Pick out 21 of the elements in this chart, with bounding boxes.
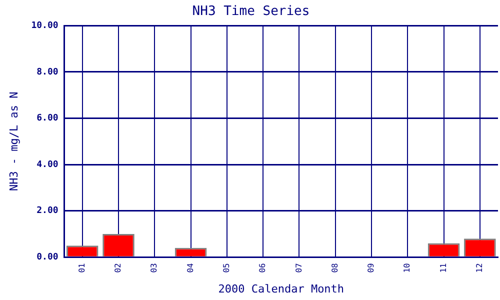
x-tick-label: 01 (77, 262, 86, 273)
x-tick-label: 08 (330, 262, 340, 273)
y-axis-title: NH3 - mg/L as N (7, 92, 20, 192)
x-axis-title: 2000 Calendar Month (218, 282, 344, 296)
y-tick-label: 2.00 (36, 206, 58, 216)
x-tick-label: 05 (222, 262, 232, 273)
x-tick-label: 11 (438, 262, 448, 273)
y-tick-label: 4.00 (36, 160, 58, 170)
y-tick-label: 8.00 (36, 67, 58, 78)
x-tick-label: 09 (366, 262, 376, 273)
x-tick-label: 12 (475, 262, 484, 273)
y-tick-label: 10.00 (31, 20, 58, 31)
y-tick-label: 0.00 (36, 252, 58, 263)
chart-title: NH3 Time Series (192, 4, 310, 20)
x-tick-label: 02 (114, 262, 123, 273)
y-tick-label: 6.00 (36, 114, 58, 124)
x-tick-label: 03 (150, 262, 159, 273)
x-tick-label: 07 (294, 262, 304, 273)
x-tick-label: 06 (258, 262, 268, 273)
x-tick-label: 10 (402, 262, 412, 273)
x-tick-label: 04 (186, 262, 195, 273)
